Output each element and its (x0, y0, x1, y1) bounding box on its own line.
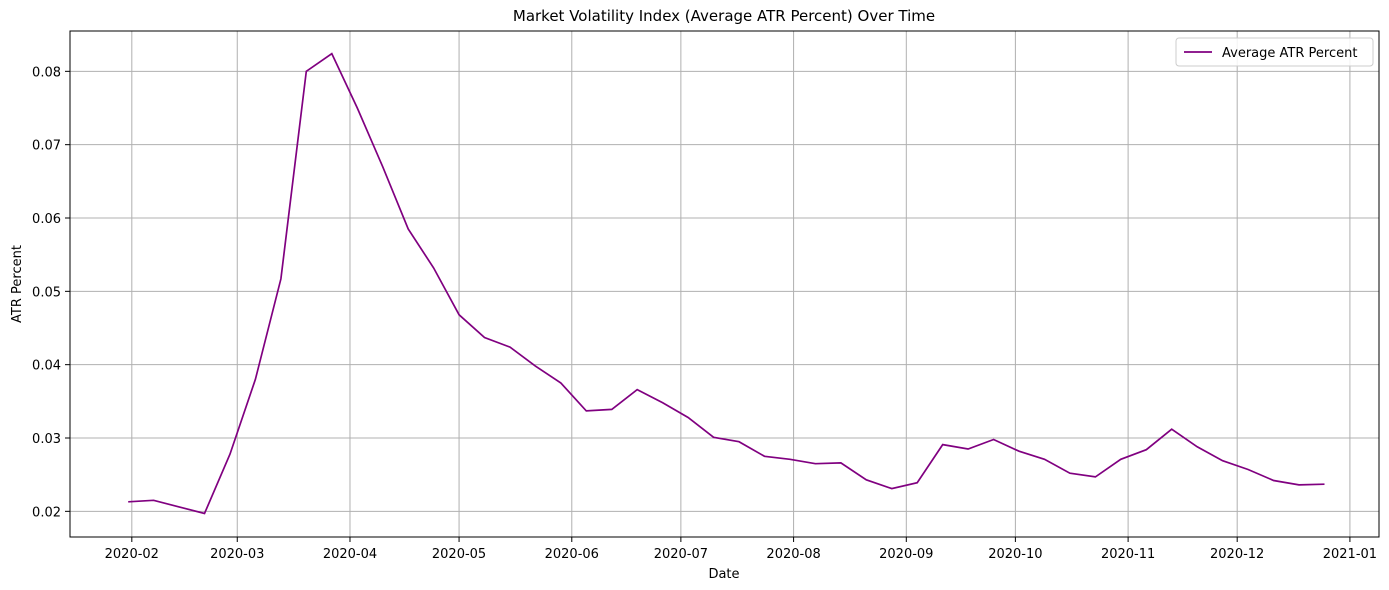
x-tick-label: 2020-08 (766, 547, 820, 562)
x-axis-label: Date (708, 567, 739, 582)
x-tick-label: 2020-02 (105, 547, 159, 562)
x-tick-label: 2021-01 (1323, 547, 1377, 562)
y-tick-label: 0.03 (32, 432, 61, 447)
x-tick-label: 2020-12 (1210, 547, 1264, 562)
y-tick-label: 0.02 (32, 505, 61, 520)
y-tick-label: 0.07 (32, 139, 61, 154)
legend-label: Average ATR Percent (1222, 46, 1357, 61)
chart-title: Market Volatility Index (Average ATR Per… (513, 7, 935, 25)
y-tick-label: 0.08 (32, 65, 61, 80)
x-tick-label: 2020-05 (432, 547, 486, 562)
x-tick-label: 2020-10 (988, 547, 1042, 562)
x-tick-label: 2020-11 (1101, 547, 1155, 562)
plot-frame (69, 30, 1380, 538)
x-tick-label: 2020-04 (323, 547, 377, 562)
series-line-average-atr-percent (128, 52, 1325, 515)
legend: Average ATR Percent (1175, 37, 1374, 67)
x-tick-label: 2020-06 (545, 547, 599, 562)
y-axis-label: ATR Percent (10, 245, 25, 323)
x-tick-label: 2020-09 (879, 547, 933, 562)
x-tick-label: 2020-03 (210, 547, 264, 562)
y-tick-label: 0.04 (32, 359, 61, 374)
legend-box (1175, 37, 1374, 67)
y-tick-label: 0.05 (32, 285, 61, 300)
axis-ticks: 2020-02 2020-03 2020-04 2020-05 2020-06 2020-… (32, 65, 1377, 562)
y-tick-label: 0.06 (32, 212, 61, 227)
x-tick-label: 2020-07 (654, 547, 708, 562)
